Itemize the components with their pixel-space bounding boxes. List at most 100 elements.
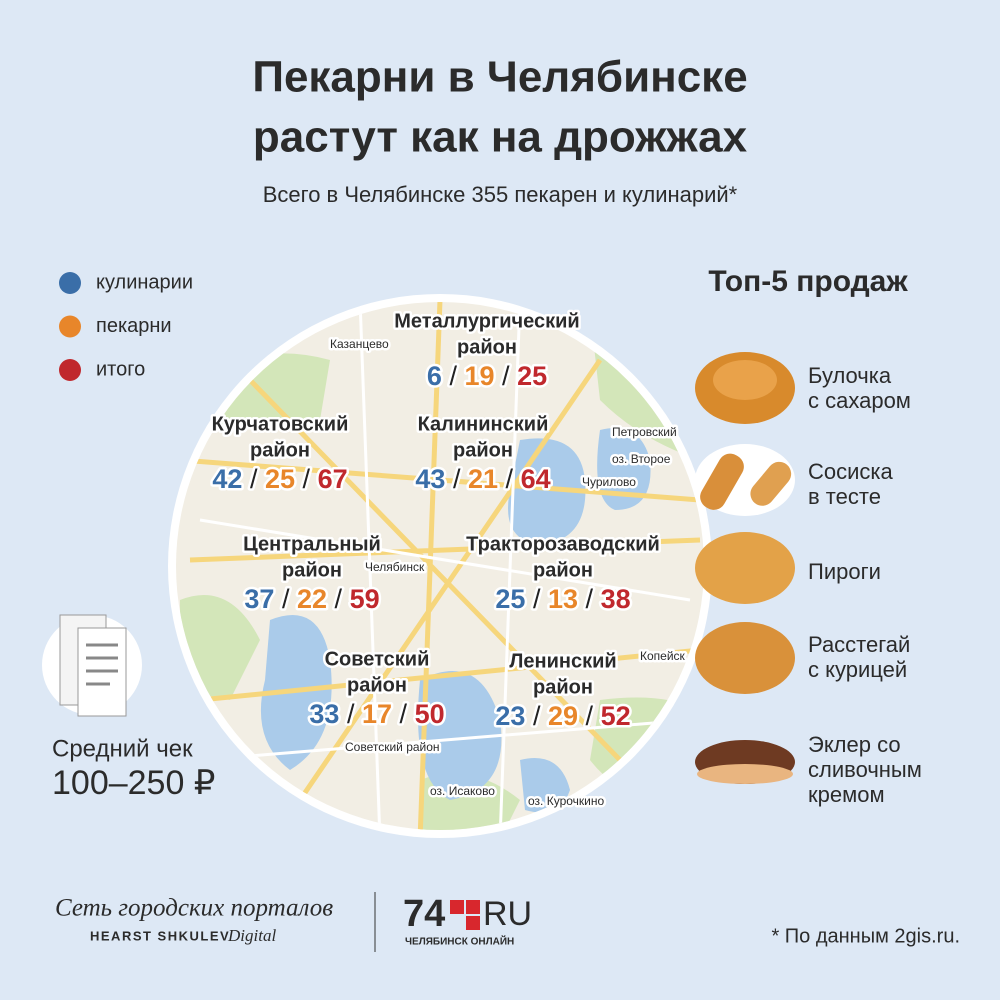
- legend-dot: [59, 359, 81, 381]
- district-numbers: 37 / 22 / 59: [244, 584, 379, 614]
- district-name: район: [533, 676, 593, 698]
- separator: /: [502, 361, 510, 391]
- map-label: оз. Второе: [612, 452, 671, 466]
- district-bakery: 19: [464, 361, 494, 391]
- separator: /: [335, 584, 343, 614]
- logo-num: 74: [403, 893, 445, 935]
- logo-ru: RU: [483, 895, 532, 933]
- district-bakery: 13: [548, 584, 578, 614]
- district-culinary: 23: [495, 701, 525, 731]
- district-name: Курчатовский: [212, 413, 349, 435]
- source: * По данным 2gis.ru.: [771, 925, 960, 947]
- district-culinary: 37: [244, 584, 274, 614]
- district-bakery: 17: [362, 699, 392, 729]
- district-name: Советский: [325, 648, 430, 670]
- food-icon: [750, 461, 792, 506]
- logo-city: ЧЕЛЯБИНСК ОНЛАЙН: [405, 935, 514, 948]
- map-label: Советский район: [345, 740, 440, 754]
- separator: /: [347, 699, 355, 729]
- subtitle: Всего в Челябинске 355 пекарен и кулинар…: [263, 182, 738, 207]
- food-name: Сосиска: [808, 459, 894, 484]
- logo-squares: [450, 900, 480, 930]
- receipt-icon: [42, 614, 142, 717]
- district-culinary: 42: [212, 464, 242, 494]
- district-total: 67: [318, 464, 348, 494]
- district-total: 64: [521, 464, 551, 494]
- district-total: 59: [350, 584, 380, 614]
- separator: /: [453, 464, 461, 494]
- district-name: район: [533, 559, 593, 581]
- food-icon: [713, 360, 777, 400]
- hearst: HEARST SHKULEV: [90, 928, 230, 943]
- district-culinary: 43: [415, 464, 445, 494]
- district-culinary: 33: [309, 699, 339, 729]
- district-name: Калининский: [418, 413, 549, 435]
- map-label: Петровский: [612, 425, 677, 439]
- food-icon: [695, 622, 795, 694]
- separator: /: [506, 464, 514, 494]
- district-total: 25: [517, 361, 547, 391]
- district-culinary: 6: [427, 361, 442, 391]
- separator: /: [533, 701, 541, 731]
- district-bakery: 22: [297, 584, 327, 614]
- legend-label: итого: [96, 358, 145, 380]
- district-name: район: [250, 439, 310, 461]
- food-icon: [700, 453, 744, 510]
- district-numbers: 42 / 25 / 67: [212, 464, 347, 494]
- food-name: с сахаром: [808, 388, 911, 413]
- map-label: Казанцево: [330, 337, 389, 351]
- district-numbers: 25 / 13 / 38: [495, 584, 630, 614]
- legend-dot: [59, 315, 81, 338]
- separator: /: [586, 701, 594, 731]
- district-numbers: 43 / 21 / 64: [415, 464, 550, 494]
- separator: /: [303, 464, 311, 494]
- food-name: в тесте: [808, 484, 881, 509]
- district-name: район: [453, 439, 513, 461]
- map-label: Чурилово: [582, 475, 636, 489]
- food-name: Эклер со: [808, 732, 901, 757]
- separator: /: [400, 699, 408, 729]
- map-label: Копейск: [640, 649, 686, 663]
- district-total: 50: [415, 699, 445, 729]
- map-label: Челябинск: [365, 560, 425, 574]
- district-numbers: 33 / 17 / 50: [309, 699, 444, 729]
- legend-label: кулинарии: [96, 271, 193, 293]
- district-name: район: [282, 559, 342, 581]
- check-value: 100–250 ₽: [52, 764, 215, 802]
- digital: Digital: [227, 926, 276, 945]
- district-bakery: 21: [468, 464, 498, 494]
- title: Пекарни в Челябинске: [252, 53, 747, 102]
- separator: /: [449, 361, 457, 391]
- district-bakery: 29: [548, 701, 578, 731]
- food-name: сливочным: [808, 757, 922, 782]
- food-name: с курицей: [808, 657, 907, 682]
- separator: /: [250, 464, 258, 494]
- separator: /: [282, 584, 290, 614]
- district-total: 38: [601, 584, 631, 614]
- network: Сеть городских порталов: [55, 895, 333, 922]
- district-total: 52: [601, 701, 631, 731]
- food-name: кремом: [808, 782, 885, 807]
- legend-label: пекарни: [96, 315, 172, 337]
- separator: /: [586, 584, 594, 614]
- map-label: оз. Курочкино: [528, 794, 604, 808]
- district-culinary: 25: [495, 584, 525, 614]
- district-numbers: 6 / 19 / 25: [427, 361, 547, 391]
- map-label: оз. Исаково: [430, 784, 495, 798]
- check-label: Средний чек: [52, 735, 193, 762]
- separator: /: [533, 584, 541, 614]
- district-name: Тракторозаводский: [466, 533, 660, 555]
- district-name: район: [347, 674, 407, 696]
- district-name: Ленинский: [509, 650, 616, 672]
- district-name: Металлургический: [394, 310, 579, 332]
- legend-dot: [59, 272, 81, 294]
- top5-title: Топ-5 продаж: [708, 265, 908, 298]
- food-icon: [697, 764, 793, 784]
- title: растут как на дрожжах: [253, 113, 748, 162]
- district-numbers: 23 / 29 / 52: [495, 701, 630, 731]
- district-name: район: [457, 336, 517, 358]
- district-bakery: 25: [265, 464, 295, 494]
- food-icon: [695, 532, 795, 604]
- district-name: Центральный: [243, 533, 381, 555]
